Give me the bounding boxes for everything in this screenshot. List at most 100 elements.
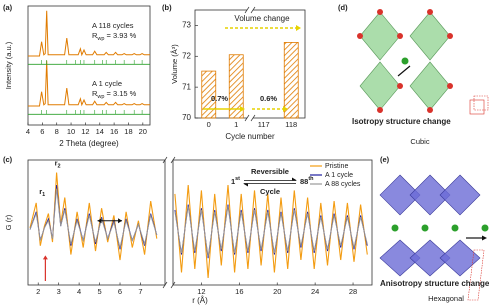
arrow-head bbox=[240, 106, 245, 112]
caption: Isotropy structure change bbox=[352, 117, 451, 126]
oxygen bbox=[447, 33, 453, 39]
pattern-line bbox=[28, 10, 150, 57]
arrow-head bbox=[243, 183, 248, 187]
cation bbox=[481, 224, 489, 232]
cation bbox=[421, 224, 429, 232]
x-tick-label: 5 bbox=[97, 287, 101, 296]
annotation-sub: 1 bbox=[42, 193, 45, 199]
bar bbox=[228, 54, 244, 119]
arrow-head bbox=[118, 218, 123, 224]
annotation-text: 88 bbox=[300, 177, 308, 186]
octahedron bbox=[379, 239, 421, 277]
crystal-system: Cubic bbox=[410, 137, 429, 146]
annotation-rest: = 3.15 % bbox=[104, 89, 136, 98]
arrow bbox=[397, 65, 411, 77]
axis-break-gap bbox=[247, 8, 253, 12]
annotation: 88th bbox=[300, 176, 314, 186]
x-tick-label: 24 bbox=[311, 287, 319, 296]
x-tick-label: 7 bbox=[138, 287, 142, 296]
annotation: A 1 cycle bbox=[92, 79, 122, 88]
axis-break bbox=[250, 6, 256, 14]
x-tick-label: 2 bbox=[36, 287, 40, 296]
panel-label: (b) bbox=[162, 3, 172, 12]
panel-label: (e) bbox=[380, 155, 390, 164]
annotation-sub: 2 bbox=[58, 164, 61, 170]
unit-cell bbox=[469, 99, 485, 115]
plot-frame bbox=[27, 159, 166, 286]
octahedron bbox=[439, 239, 481, 277]
annotation: Reversible bbox=[251, 167, 289, 176]
cation bbox=[401, 57, 409, 65]
x-tick-label: 4 bbox=[77, 287, 81, 296]
cation bbox=[451, 224, 459, 232]
x-tick-label: 6 bbox=[40, 127, 44, 136]
panel-label: (a) bbox=[3, 3, 13, 12]
arrow-head bbox=[292, 177, 297, 181]
x-tick-label: 6 bbox=[118, 287, 122, 296]
unit-cell bbox=[473, 95, 489, 111]
annotation-text: 1 bbox=[231, 177, 235, 186]
x-tick-label: 20 bbox=[139, 127, 147, 136]
x-tick-label: 4 bbox=[26, 127, 30, 136]
arrow-head bbox=[42, 255, 48, 260]
arrow-head bbox=[296, 25, 301, 31]
axis-break bbox=[244, 114, 250, 122]
x-tick-label: 16 bbox=[110, 127, 118, 136]
annotation: Rwp = 3.93 % bbox=[92, 31, 137, 42]
y-tick-label: 71 bbox=[182, 82, 191, 91]
annotation: Cycle bbox=[260, 187, 280, 196]
x-tick-label: 10 bbox=[67, 127, 75, 136]
annotation: 0.6% bbox=[260, 94, 277, 103]
oxygen bbox=[357, 33, 363, 39]
y-axis-label: Volume (Å³) bbox=[170, 44, 179, 84]
x-tick-label: 117 bbox=[258, 120, 270, 129]
annotation-text: R bbox=[92, 89, 98, 98]
x-tick-label: 12 bbox=[197, 287, 205, 296]
annotation: Volume change bbox=[234, 14, 290, 23]
oxygen bbox=[397, 33, 403, 39]
x-tick-label: 28 bbox=[349, 287, 357, 296]
plot-frame bbox=[27, 5, 151, 126]
crystal-system: Hexagonal bbox=[428, 294, 464, 303]
annotation: r2 bbox=[55, 159, 61, 170]
axis-break bbox=[244, 6, 250, 14]
y-tick-label: 72 bbox=[182, 51, 191, 60]
oxygen bbox=[377, 9, 383, 15]
x-tick-label: 0 bbox=[207, 120, 211, 129]
arrow-head bbox=[283, 106, 288, 112]
axis-break bbox=[170, 281, 176, 289]
annotation: 1st bbox=[231, 176, 240, 186]
plot-frame bbox=[172, 159, 373, 286]
oxygen bbox=[377, 107, 383, 113]
arrow-head bbox=[482, 235, 487, 241]
x-tick-label: 1 bbox=[234, 120, 238, 129]
pattern-line bbox=[28, 60, 150, 107]
octahedron bbox=[409, 239, 451, 277]
annotation-sup: st bbox=[235, 176, 240, 182]
hexagonal-structure bbox=[379, 174, 489, 301]
legend-label: A 88 cycles bbox=[325, 181, 361, 188]
cubic-structure bbox=[357, 9, 489, 115]
legend-label: Pristine bbox=[325, 163, 348, 170]
bar bbox=[201, 70, 217, 119]
x-tick-label: 118 bbox=[285, 120, 297, 129]
annotation-text: r bbox=[39, 187, 42, 196]
annotation-sub: wp bbox=[96, 36, 104, 42]
caption: Anisotropy structure change bbox=[380, 279, 490, 288]
y-axis-label: G (r) bbox=[4, 214, 13, 230]
y-tick-label: 70 bbox=[182, 113, 191, 122]
x-tick-label: 3 bbox=[57, 287, 61, 296]
annotation: Rwp = 3.15 % bbox=[92, 89, 137, 100]
x-axis-label: 2 Theta (degree) bbox=[59, 139, 119, 148]
annotation-text: r bbox=[55, 159, 58, 168]
x-tick-label: 16 bbox=[235, 287, 243, 296]
axis-break bbox=[250, 114, 256, 122]
panel-label: (d) bbox=[338, 3, 348, 12]
annotation-text: R bbox=[92, 31, 98, 40]
y-axis-label: Intensity (a.u.) bbox=[4, 41, 13, 89]
x-tick-label: 8 bbox=[55, 127, 59, 136]
octahedron bbox=[359, 61, 401, 111]
y-tick-label: 73 bbox=[182, 21, 191, 30]
